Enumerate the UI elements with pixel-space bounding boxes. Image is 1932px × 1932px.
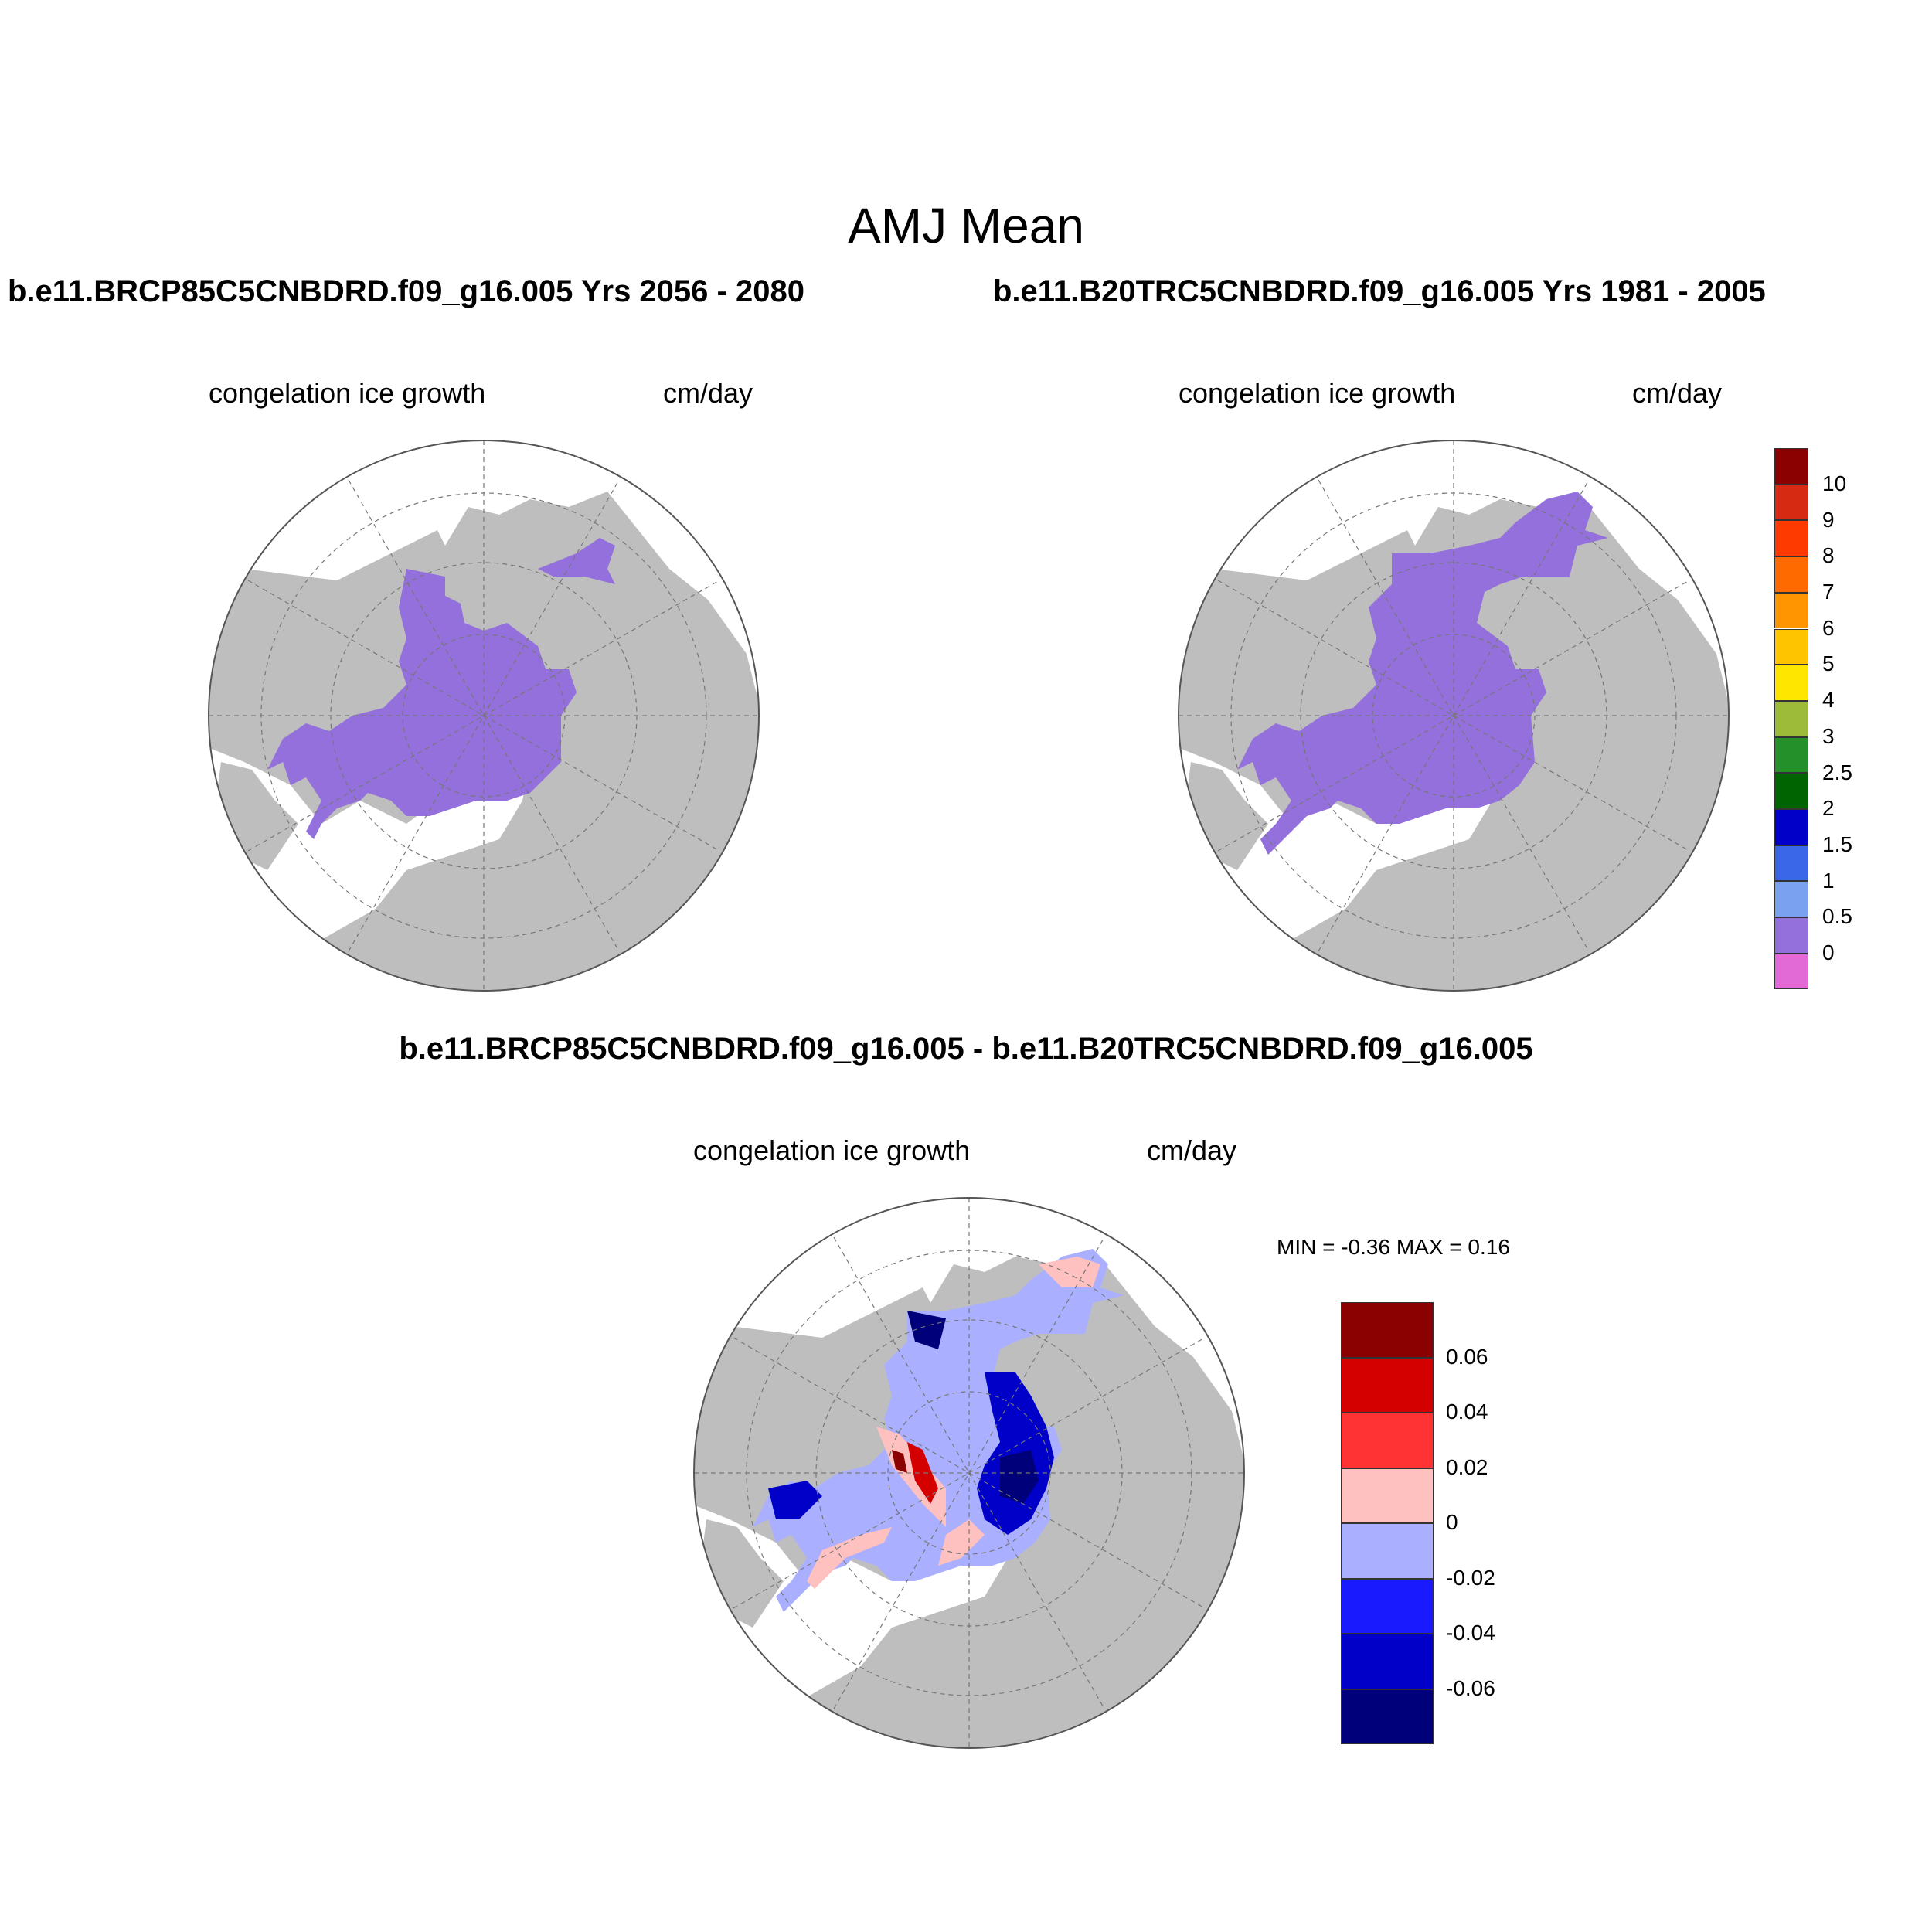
graticule [209, 440, 759, 991]
main-colorbar-swatch [1774, 484, 1808, 521]
diff-field-light-red-coast [938, 1519, 985, 1566]
sea-ice-area [1237, 492, 1608, 855]
main-colorbar-tick-label: 4 [1822, 688, 1835, 713]
map-border [693, 1197, 1245, 1749]
diff-field-red [907, 1442, 938, 1504]
left-panel-title: b.e11.BRCP85C5CNBDRD.f09_g16.005 Yrs 205… [8, 274, 804, 308]
diff-colorbar-swatch [1341, 1413, 1434, 1468]
diff-colorbar-tick-label: 0 [1446, 1510, 1458, 1535]
main-colorbar-swatch [1774, 520, 1808, 557]
diff-field-light-red-south [807, 1527, 892, 1589]
main-colorbar-swatch [1774, 809, 1808, 845]
right-variable-label: congelation ice growth [1179, 377, 1456, 409]
left-units-label: cm/day [663, 377, 753, 409]
diff-field-light-red-north [1039, 1257, 1100, 1287]
difference-colorbar: 0.06 0.04 0.02 0 -0.02 -0.04 -0.06 [1341, 1302, 1495, 1744]
diff-field-light-blue [753, 1249, 1124, 1612]
main-colorbar-tick-label: 9 [1822, 507, 1835, 532]
diff-field-blue-west [768, 1481, 822, 1519]
figure-title: AMJ Mean [848, 198, 1084, 253]
main-colorbar-tick-label: 6 [1822, 615, 1835, 640]
diff-colorbar-swatch [1341, 1357, 1434, 1413]
main-colorbar-tick-label: 5 [1822, 651, 1835, 676]
main-colorbar-tick-label: 7 [1822, 580, 1835, 604]
main-colorbar-swatch [1774, 917, 1808, 954]
diff-colorbar-swatch [1341, 1634, 1434, 1689]
main-colorbar-swatch [1774, 881, 1808, 918]
sea-ice-area [267, 569, 577, 839]
main-colorbar-tick-label: 10 [1822, 471, 1847, 495]
main-colorbar-swatch [1774, 700, 1808, 737]
main-colorbar-swatch [1774, 665, 1808, 701]
main-colorbar-swatch [1774, 845, 1808, 882]
difference-panel-title: b.e11.BRCP85C5CNBDRD.f09_g16.005 - b.e11… [399, 1032, 1533, 1066]
diff-colorbar-tick-label: 0.02 [1446, 1454, 1488, 1479]
diff-colorbar-tick-label: -0.04 [1446, 1621, 1495, 1645]
main-colorbar-tick-label: 8 [1822, 543, 1835, 568]
main-colorbar-tick-label: 1.5 [1822, 832, 1852, 856]
graticule [694, 1198, 1244, 1748]
diff-colorbar-tick-label: 0.04 [1446, 1400, 1488, 1424]
diff-field-dark-blue [907, 1311, 946, 1349]
main-colorbar-tick-label: 2.5 [1822, 760, 1852, 784]
main-colorbar-tick-label: 1 [1822, 868, 1835, 893]
sea-ice-area-east [538, 538, 615, 584]
main-colorbar-tick-label: 0.5 [1822, 904, 1852, 929]
left-variable-label: congelation ice growth [209, 377, 486, 409]
map-border [208, 440, 760, 992]
diff-variable-label: congelation ice growth [693, 1134, 971, 1166]
main-colorbar-tick-label: 3 [1822, 723, 1835, 748]
left-polar-map [208, 440, 760, 992]
diff-colorbar-tick-label: -0.02 [1446, 1565, 1495, 1590]
main-colorbar-swatch [1774, 628, 1808, 665]
diff-units-label: cm/day [1147, 1134, 1237, 1166]
right-panel-title: b.e11.B20TRC5CNBDRD.f09_g16.005 Yrs 1981… [993, 274, 1766, 308]
main-colorbar: 10 9 8 7 6 5 4 3 2.5 2 1.5 1 0.5 0 [1774, 448, 1852, 990]
main-colorbar-swatch [1774, 953, 1808, 990]
main-colorbar-tick-label: 0 [1822, 940, 1835, 964]
main-colorbar-swatch [1774, 556, 1808, 593]
min-max-label: MIN = -0.36 MAX = 0.16 [1277, 1235, 1510, 1259]
diff-colorbar-swatch [1341, 1468, 1434, 1523]
main-colorbar-swatch [1774, 448, 1808, 485]
right-units-label: cm/day [1632, 377, 1723, 409]
diff-colorbar-swatch [1341, 1302, 1434, 1358]
map-border [1178, 440, 1730, 992]
right-polar-map [1178, 440, 1730, 992]
main-colorbar-swatch [1774, 736, 1808, 774]
main-colorbar-swatch [1774, 773, 1808, 809]
diff-colorbar-tick-label: 0.06 [1446, 1344, 1488, 1369]
diff-colorbar-swatch [1341, 1523, 1434, 1579]
diff-colorbar-swatch [1341, 1689, 1434, 1744]
difference-polar-map [693, 1197, 1245, 1749]
diff-field-dark-red [892, 1450, 907, 1473]
main-colorbar-tick-label: 2 [1822, 796, 1835, 821]
diff-field-navy [1000, 1450, 1039, 1504]
graticule [1179, 440, 1729, 991]
diff-colorbar-tick-label: -0.06 [1446, 1675, 1495, 1700]
diff-colorbar-swatch [1341, 1578, 1434, 1634]
main-colorbar-swatch [1774, 592, 1808, 629]
